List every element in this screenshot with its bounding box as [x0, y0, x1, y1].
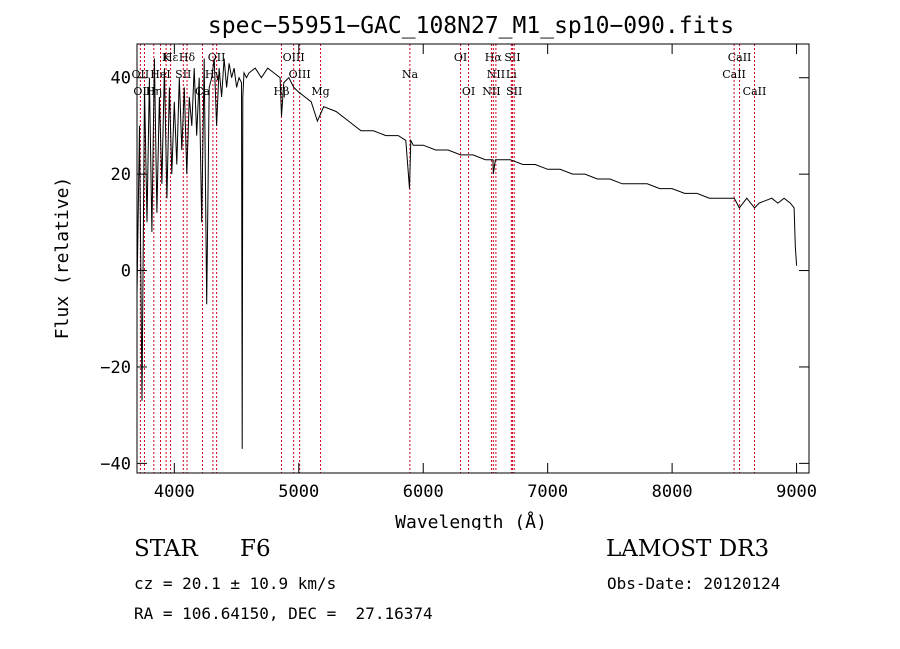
marker-label-20: Ca — [195, 85, 210, 98]
y-tick-label-3: 20 — [111, 165, 131, 185]
plot-frame — [136, 43, 810, 474]
axis-ticks: 4000 5000 6000 7000 8000 9000 −40 −20 0 20 40 — [100, 44, 817, 502]
marker-label-25: SII — [506, 85, 522, 98]
marker-label-15: NII — [487, 68, 505, 81]
marker-label-0: Hε — [163, 51, 179, 64]
marker-label-11: SII — [175, 68, 191, 81]
marker-label-22: Mg — [311, 85, 329, 98]
y-tick-label-2: 0 — [121, 262, 131, 282]
y-tick-label-1: −20 — [100, 358, 131, 378]
marker-label-14: Na — [402, 68, 419, 81]
y-tick-label-4: 40 — [111, 69, 131, 89]
marker-label-8: CaII — [728, 51, 752, 64]
observation-date: Obs-Date: 20120124 — [607, 574, 781, 593]
x-axis-label: Wavelength (Å) — [395, 511, 547, 530]
coordinates: RA = 106.64150, DEC = 27.16374 — [134, 604, 433, 623]
chart-title: spec−55951−GAC_108N27_M1_sp10−090.fits — [208, 13, 734, 39]
marker-label-6: Hα — [485, 51, 503, 64]
marker-label-13: OIII — [289, 68, 311, 81]
object-subclass: F6 — [240, 536, 271, 562]
marker-label-5: OI — [454, 51, 467, 64]
marker-label-16: Li — [506, 68, 517, 81]
marker-label-9: OII — [132, 68, 150, 81]
x-tick-label-0: 4000 — [154, 482, 195, 502]
marker-label-7: SII — [504, 51, 520, 64]
x-tick-label-2: 6000 — [403, 482, 444, 502]
marker-label-24: NII — [482, 85, 500, 98]
x-tick-label-5: 9000 — [776, 482, 817, 502]
y-axis-label: Flux (relative) — [52, 177, 73, 340]
x-tick-label-3: 7000 — [527, 482, 568, 502]
marker-label-1: K — [162, 51, 171, 64]
x-tick-label-1: 5000 — [278, 482, 319, 502]
marker-label-2: Hδ — [179, 51, 196, 64]
marker-label-3: OII — [208, 51, 226, 64]
marker-label-23: OI — [462, 85, 475, 98]
marker-label-10: HeI — [150, 68, 170, 81]
marker-label-12: Hγ — [205, 68, 222, 81]
spectrum-chart: spec−55951−GAC_108N27_M1_sp10−090.fits H… — [52, 13, 817, 530]
x-tick-label-4: 8000 — [652, 482, 693, 502]
survey-name: LAMOST DR3 — [606, 536, 770, 562]
object-class: STAR — [134, 536, 198, 562]
y-tick-label-0: −40 — [100, 454, 131, 474]
marker-label-21: Hβ — [274, 85, 290, 98]
redshift-velocity: cz = 20.1 ± 10.9 km/s — [134, 574, 337, 593]
spectrum-line-0 — [136, 58, 798, 449]
marker-label-17: CaII — [722, 68, 746, 81]
series-group — [136, 58, 798, 449]
marker-label-4: OIII — [283, 51, 305, 64]
marker-label-26: CaII — [743, 85, 767, 98]
